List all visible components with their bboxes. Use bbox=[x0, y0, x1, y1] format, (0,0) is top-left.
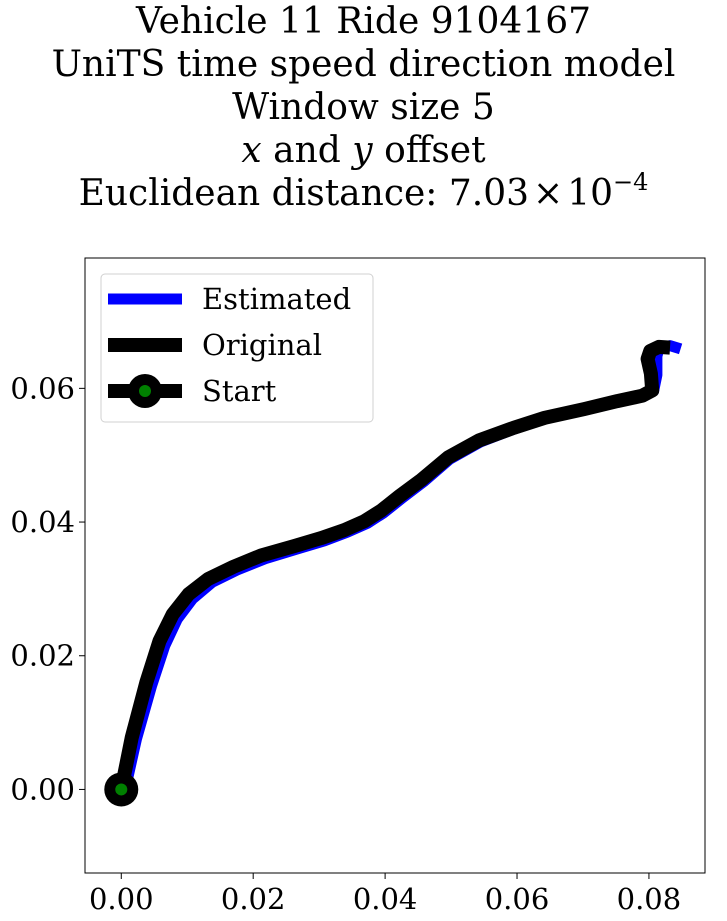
title-distance-prefix: Euclidean distance: bbox=[78, 173, 449, 214]
y-tick-label: 0.04 bbox=[10, 505, 75, 539]
title-distance-mantissa: 7.03 bbox=[448, 173, 530, 214]
x-tick-label: 0.06 bbox=[485, 882, 550, 916]
y-tick-label: 0.02 bbox=[10, 639, 75, 673]
title-line-4: x and y offset bbox=[0, 129, 727, 172]
plot-area bbox=[104, 339, 683, 807]
title-var-y: y bbox=[352, 130, 373, 171]
title-distance-times: × bbox=[533, 173, 564, 214]
x-tick-label: 0.08 bbox=[617, 882, 682, 916]
title-line-5: Euclidean distance: 7.03 × 10−4 bbox=[0, 170, 727, 215]
title-line-3: Window size 5 bbox=[232, 87, 495, 128]
title-and-text: and bbox=[261, 130, 353, 171]
legend-start-marker-inner bbox=[139, 385, 151, 397]
x-tick-label: 0.04 bbox=[353, 882, 418, 916]
legend-label-start: Start bbox=[202, 374, 277, 408]
y-tick-label: 0.00 bbox=[10, 772, 75, 806]
series-line-original bbox=[114, 339, 671, 791]
chart-title: Vehicle 11 Ride 9104167 UniTS time speed… bbox=[0, 0, 727, 215]
start-marker-inner bbox=[115, 783, 128, 796]
y-axis: 0.00 0.02 0.04 0.06 bbox=[10, 371, 85, 806]
x-tick-label: 0.02 bbox=[221, 882, 286, 916]
title-distance-exponent: −4 bbox=[613, 168, 649, 196]
legend-label-original: Original bbox=[202, 328, 322, 362]
title-line-2: UniTS time speed direction model bbox=[51, 44, 676, 85]
title-var-x: x bbox=[241, 130, 262, 171]
y-tick-label: 0.06 bbox=[10, 371, 75, 405]
legend-label-estimated: Estimated bbox=[202, 282, 351, 316]
title-distance-base: 10 bbox=[567, 173, 614, 214]
title-line-1: Vehicle 11 Ride 9104167 bbox=[135, 1, 592, 42]
title-offset-suffix: offset bbox=[372, 130, 486, 171]
legend: Estimated Original Start bbox=[100, 273, 374, 423]
x-axis: 0.00 0.02 0.04 0.06 0.08 bbox=[89, 873, 681, 916]
axes-frame bbox=[84, 257, 706, 874]
x-tick-label: 0.00 bbox=[89, 882, 154, 916]
